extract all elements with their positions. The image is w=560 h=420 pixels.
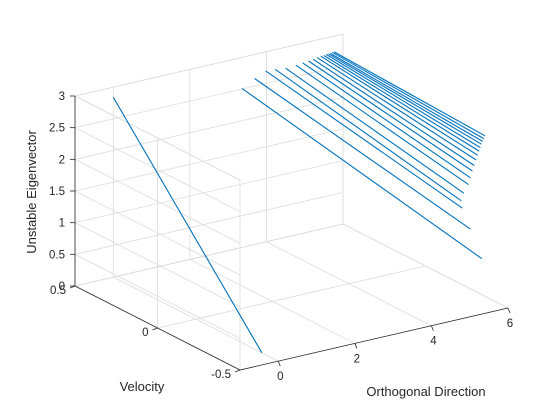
series-line-10 xyxy=(312,58,475,166)
grid-line-z-sidewall xyxy=(74,158,241,244)
z-tick-label: 3 xyxy=(59,91,65,103)
grid-line-z-backwall xyxy=(74,65,344,129)
x-tick-mark xyxy=(354,343,358,349)
x-tick-mark xyxy=(431,325,434,331)
x-tick-mark xyxy=(507,307,511,314)
x-tick-mark xyxy=(277,360,281,367)
z-tick-label: 2.5 xyxy=(49,123,65,135)
box-edge xyxy=(342,223,509,309)
z-tick-label: 1.5 xyxy=(49,186,65,198)
grid-line-z-backwall xyxy=(74,96,344,160)
series-line-14 xyxy=(325,53,481,149)
series-line-12 xyxy=(320,55,478,156)
box-edge xyxy=(74,95,241,181)
series-line-4 xyxy=(265,70,463,209)
z-axis-label: Unstable Eigenvector xyxy=(24,130,39,254)
x-axis-line xyxy=(239,307,509,371)
axis-layer xyxy=(69,95,511,373)
z-tick-label: 0.5 xyxy=(49,249,65,261)
x-tick-label: 6 xyxy=(507,318,513,330)
z-tick-label: 1 xyxy=(59,218,65,230)
x-axis-label: Orthogonal Direction xyxy=(366,384,485,399)
series-line-18 xyxy=(333,51,486,137)
series-line-7 xyxy=(295,64,469,186)
grid-line-z-sidewall xyxy=(74,222,241,308)
y-axis-label: Velocity xyxy=(120,379,165,394)
series-line-15 xyxy=(328,53,482,145)
grid-line-z-backwall xyxy=(74,191,344,255)
grid-layer xyxy=(74,33,509,371)
box-edge xyxy=(74,223,344,287)
series-line-9 xyxy=(308,60,473,172)
z-tick-label: 2 xyxy=(59,154,65,166)
series-line-16 xyxy=(330,52,483,142)
series-line-17 xyxy=(332,51,485,140)
x-tick-label: 4 xyxy=(430,336,437,348)
grid-line-z-backwall xyxy=(74,128,344,192)
grid-line-z-backwall xyxy=(74,160,344,224)
box-edge xyxy=(74,33,344,97)
series-line-5 xyxy=(274,68,462,202)
grid-line-z-sidewall xyxy=(74,253,241,339)
series-layer xyxy=(112,51,486,353)
y-tick-mark xyxy=(152,327,158,331)
series-line-13 xyxy=(323,55,480,152)
series-line-2 xyxy=(241,87,483,260)
y-tick-mark xyxy=(234,369,241,373)
y-tick-label: -0.5 xyxy=(211,369,231,381)
y-tick-label: 0.5 xyxy=(50,285,66,297)
grid-line-y-floor xyxy=(157,265,426,329)
series-line-11 xyxy=(317,57,477,161)
y-tick-label: 0 xyxy=(142,327,148,339)
x-tick-label: 0 xyxy=(277,371,283,383)
z-tick-label: 0 xyxy=(59,281,65,293)
series-line-8 xyxy=(302,62,471,179)
x-tick-label: 2 xyxy=(354,353,360,365)
grid-line-z-sidewall xyxy=(74,127,241,213)
series-line-1 xyxy=(112,97,263,353)
grid-line-z-sidewall xyxy=(74,190,241,276)
series-line-3 xyxy=(254,78,471,230)
series-line-6 xyxy=(285,67,465,194)
